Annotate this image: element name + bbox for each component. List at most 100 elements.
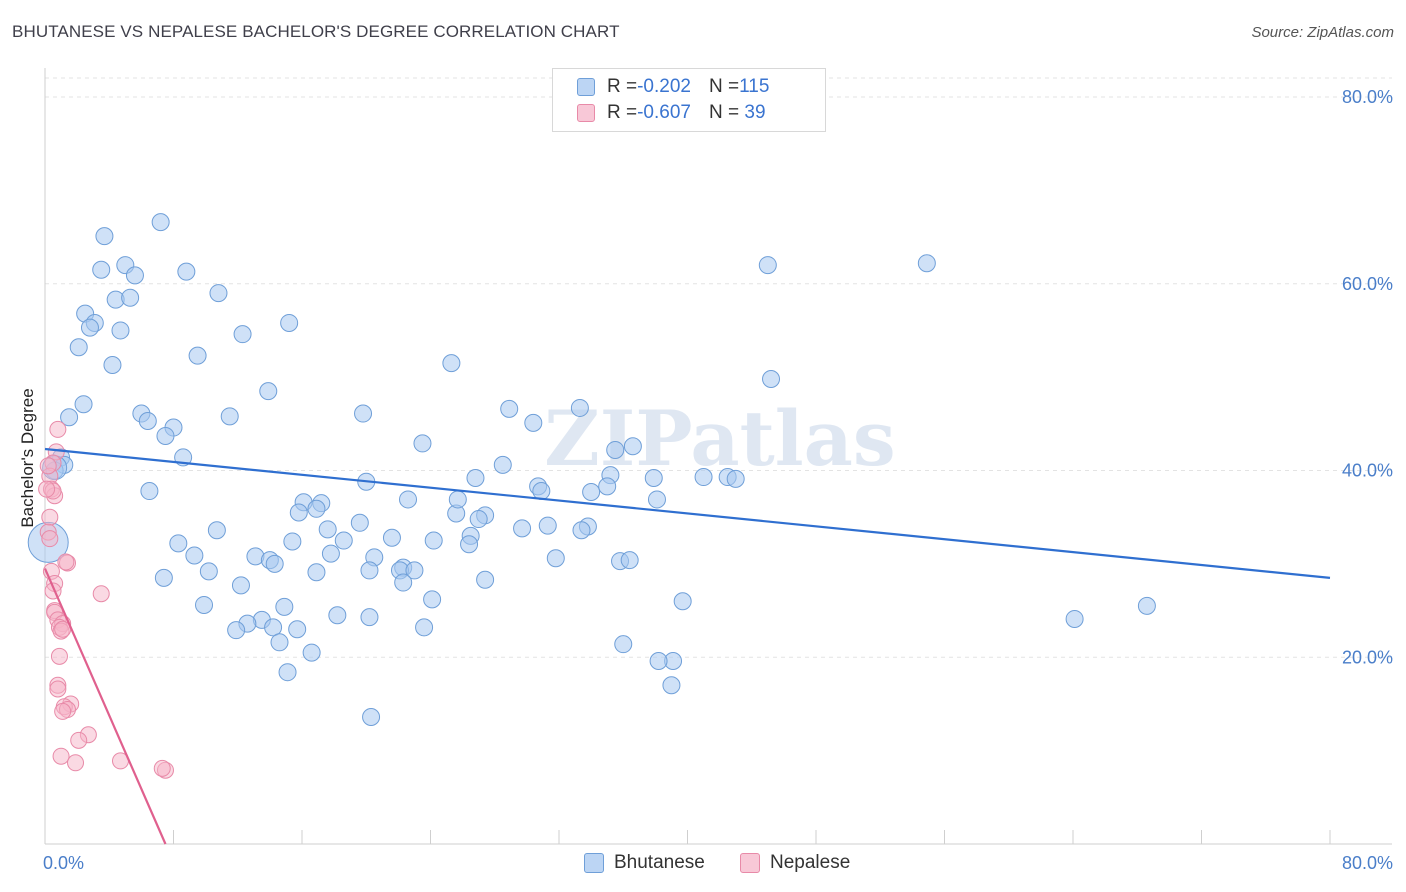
- bhutanese-point: [283, 532, 302, 551]
- bhutanese-point: [476, 570, 495, 589]
- bhutanese-point: [140, 482, 159, 501]
- chart-title: BHUTANESE VS NEPALESE BACHELOR'S DEGREE …: [12, 22, 620, 41]
- bhutanese-point: [103, 355, 122, 374]
- bhutanese-point: [185, 546, 204, 565]
- bhutanese-point: [177, 262, 196, 281]
- bhutanese-point: [1137, 596, 1156, 615]
- watermark: ZIPatlas: [544, 394, 895, 483]
- bhutanese-point: [220, 407, 239, 426]
- bhutanese-point: [598, 477, 617, 496]
- bhutanese-point: [154, 568, 173, 587]
- bhutanese-point: [582, 482, 601, 501]
- bhutanese-point: [546, 549, 565, 568]
- bhutanese-point: [288, 620, 307, 639]
- bhutanese-point: [328, 606, 347, 625]
- bhutanese-point: [125, 266, 144, 285]
- bhutanese-point: [350, 513, 369, 532]
- bhutanese-point: [469, 510, 488, 529]
- bhutanese-point: [233, 325, 252, 344]
- bhutanese-point: [647, 490, 666, 509]
- bhutanese-point: [424, 531, 443, 550]
- bhutanese-point: [111, 321, 130, 340]
- bhutanese-point: [302, 643, 321, 662]
- bhutanese-point: [382, 528, 401, 547]
- bhutanese-point: [60, 408, 79, 427]
- bhutanese-point: [275, 597, 294, 616]
- nepalese-point: [153, 759, 171, 777]
- nepalese-point: [92, 585, 110, 603]
- nepalese-point: [49, 680, 67, 698]
- bhutanese-point: [278, 663, 297, 682]
- bhutanese-point: [460, 535, 479, 554]
- bhutanese-point: [360, 608, 379, 627]
- bhutanese-point: [264, 618, 283, 637]
- y-tick-label: 20.0%: [1342, 647, 1393, 667]
- legend-item-bhutanese[interactable]: Bhutanese: [584, 852, 705, 874]
- bhutanese-point: [354, 404, 373, 423]
- bhutanese-point: [570, 398, 589, 417]
- bhutanese-point: [466, 468, 485, 487]
- bhutanese-point: [644, 468, 663, 487]
- bhutanese-point: [69, 338, 88, 357]
- bhutanese-point: [726, 469, 745, 488]
- bhutanese-point: [151, 213, 170, 232]
- bhutanese-point: [270, 633, 289, 652]
- bhutanese-point: [606, 440, 625, 459]
- series-legend: Bhutanese Nepalese: [0, 852, 1406, 878]
- bhutanese-point: [209, 284, 228, 303]
- nepalese-swatch: [577, 104, 595, 122]
- bhutanese-point: [448, 490, 467, 509]
- bhutanese-point: [538, 516, 557, 535]
- bhutanese-point: [620, 551, 639, 570]
- nepalese-point: [67, 754, 85, 772]
- legend-label-bhutanese: Bhutanese: [614, 852, 705, 873]
- bhutanese-point: [694, 468, 713, 487]
- x-tick-label: 80.0%: [1342, 853, 1393, 873]
- bhutanese-point: [662, 676, 681, 695]
- x-tick-label: 0.0%: [43, 853, 84, 873]
- gridlines: [45, 77, 1392, 658]
- source-label: Source: ZipAtlas.com: [1251, 24, 1394, 41]
- bhutanese-point: [289, 503, 308, 522]
- legend-n-value: 39: [739, 102, 766, 123]
- bhutanese-point: [917, 254, 936, 273]
- legend-n-value: 115: [739, 76, 770, 97]
- nepalese-point: [38, 480, 56, 498]
- nepalese-point: [52, 747, 70, 765]
- bhutanese-point: [360, 561, 379, 580]
- nepalese-point: [39, 457, 57, 475]
- bhutanese-point: [493, 455, 512, 474]
- bhutanese-point: [280, 313, 299, 332]
- bhutanese-point: [423, 590, 442, 609]
- nepalese-point: [70, 731, 88, 749]
- bhutanese-trend-line: [44, 447, 1331, 579]
- bhutanese-point: [500, 399, 519, 418]
- bhutanese-point: [399, 490, 418, 509]
- bhutanese-point: [513, 519, 532, 538]
- nepalese-point: [49, 420, 67, 438]
- y-axis-label: Bachelor's Degree: [18, 388, 37, 527]
- y-tick-label: 80.0%: [1342, 87, 1393, 107]
- bhutanese-point: [259, 382, 278, 401]
- bhutanese-point: [231, 576, 250, 595]
- y-tick-label: 40.0%: [1342, 461, 1393, 481]
- axes: [44, 68, 1392, 845]
- bhutanese-point: [758, 256, 777, 275]
- bhutanese-point: [1065, 609, 1084, 628]
- bhutanese-point: [524, 413, 543, 432]
- bhutanese-point: [321, 544, 340, 563]
- nepalese-trend-line: [43, 568, 167, 845]
- bhutanese-point: [95, 227, 114, 246]
- nepalese-point: [41, 508, 59, 526]
- legend-n-label: N =: [708, 102, 740, 123]
- nepalese-point: [54, 702, 72, 720]
- nepalese-point: [50, 647, 68, 665]
- legend-item-nepalese[interactable]: Nepalese: [740, 852, 850, 874]
- bhutanese-point: [318, 520, 337, 539]
- bhutanese-point: [307, 499, 326, 518]
- legend-label-nepalese: Nepalese: [770, 852, 851, 873]
- bhutanese-point: [614, 635, 633, 654]
- bhutanese-point: [623, 437, 642, 456]
- axis-ticks: 20.0% 40.0% 60.0% 80.0% 0.0% 80.0%: [43, 87, 1393, 873]
- bhutanese-point: [80, 318, 99, 337]
